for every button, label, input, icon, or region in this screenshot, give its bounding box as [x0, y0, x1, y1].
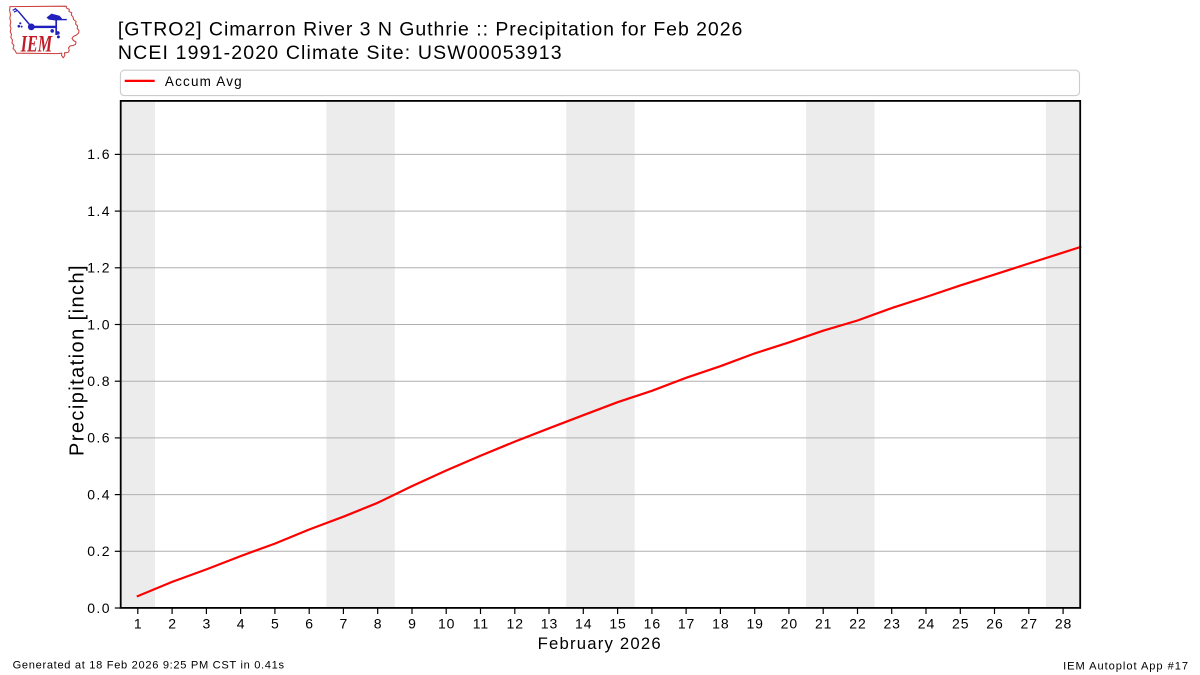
svg-text:25: 25: [952, 615, 969, 631]
svg-text:0.6: 0.6: [87, 430, 111, 446]
svg-text:0.0: 0.0: [87, 600, 111, 616]
svg-text:16: 16: [644, 615, 661, 631]
svg-text:18: 18: [712, 615, 729, 631]
svg-text:28: 28: [1055, 615, 1072, 631]
svg-text:21: 21: [815, 615, 832, 631]
svg-text:12: 12: [507, 615, 524, 631]
svg-text:7: 7: [340, 615, 349, 631]
svg-text:19: 19: [746, 615, 763, 631]
svg-text:3: 3: [203, 615, 212, 631]
svg-text:IEM Autoplot App #17: IEM Autoplot App #17: [1063, 660, 1189, 672]
svg-text:February 2026: February 2026: [538, 634, 662, 653]
svg-text:4: 4: [237, 615, 246, 631]
svg-text:17: 17: [678, 615, 695, 631]
svg-text:NCEI 1991-2020 Climate Site: U: NCEI 1991-2020 Climate Site: USW00053913: [118, 42, 563, 64]
svg-text:1: 1: [134, 615, 143, 631]
svg-text:2: 2: [168, 615, 177, 631]
svg-text:IEM: IEM: [20, 32, 53, 58]
svg-text:23: 23: [883, 615, 900, 631]
svg-text:20: 20: [781, 615, 798, 631]
svg-text:[GTRO2] Cimarron River 3 N Gut: [GTRO2] Cimarron River 3 N Guthrie :: Pr…: [118, 19, 743, 41]
svg-text:14: 14: [575, 615, 592, 631]
svg-text:11: 11: [473, 615, 489, 631]
svg-text:15: 15: [609, 615, 626, 631]
svg-text:Generated at 18 Feb 2026 9:25: Generated at 18 Feb 2026 9:25 PM CST in …: [13, 659, 285, 671]
svg-text:13: 13: [541, 615, 558, 631]
svg-text:27: 27: [1021, 615, 1038, 631]
svg-text:1.0: 1.0: [87, 316, 111, 332]
svg-text:0.2: 0.2: [87, 543, 111, 559]
svg-text:24: 24: [918, 615, 935, 631]
svg-text:9: 9: [408, 615, 417, 631]
svg-text:1.6: 1.6: [87, 146, 111, 162]
svg-text:0.4: 0.4: [87, 486, 111, 502]
svg-text:22: 22: [849, 615, 866, 631]
svg-text:1.2: 1.2: [87, 260, 111, 276]
svg-text:10: 10: [438, 615, 455, 631]
svg-text:0.8: 0.8: [87, 373, 111, 389]
svg-text:1.4: 1.4: [87, 203, 111, 219]
svg-text:8: 8: [374, 615, 383, 631]
svg-text:Precipitation [inch]: Precipitation [inch]: [66, 264, 88, 456]
svg-text:Accum Avg: Accum Avg: [165, 74, 243, 89]
svg-text:26: 26: [986, 615, 1003, 631]
svg-text:5: 5: [271, 615, 280, 631]
svg-text:6: 6: [305, 615, 314, 631]
